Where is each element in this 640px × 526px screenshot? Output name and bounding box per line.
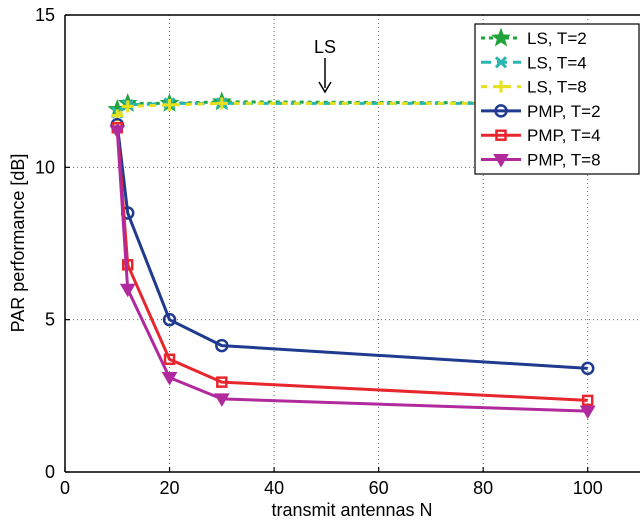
triangle-down-marker bbox=[119, 283, 136, 298]
legend-item: PMP, T=4 bbox=[481, 126, 601, 145]
y-tick-label: 15 bbox=[35, 5, 55, 25]
legend-item: LS, T=8 bbox=[481, 78, 587, 97]
series-line bbox=[115, 124, 588, 370]
legend-item: PMP, T=8 bbox=[481, 151, 601, 170]
legend-label: PMP, T=4 bbox=[527, 126, 601, 145]
annotation: LS bbox=[314, 37, 336, 94]
legend-box bbox=[474, 23, 640, 175]
series bbox=[111, 97, 594, 122]
y-tick-label: 10 bbox=[35, 157, 55, 177]
plus-marker bbox=[121, 100, 134, 113]
square-marker bbox=[495, 129, 507, 141]
x-marker bbox=[494, 56, 508, 69]
square-marker bbox=[216, 376, 228, 388]
circle-marker bbox=[162, 312, 177, 327]
x-tick-label: 20 bbox=[160, 478, 180, 498]
circle-marker bbox=[494, 104, 508, 118]
triangle-down-marker bbox=[213, 393, 230, 407]
x-tick-label: 100 bbox=[573, 478, 603, 498]
y-tick-label: 5 bbox=[45, 310, 55, 330]
annotation-arrow-head bbox=[318, 81, 332, 94]
triangle-down-marker bbox=[109, 125, 126, 139]
legend: LS, T=2 LS, T=4 LS, T=8 PMP, T=2 PMP, T=4 PMP… bbox=[474, 23, 640, 175]
triangle-down-marker bbox=[579, 405, 596, 420]
legend-item: LS, T=4 bbox=[481, 53, 587, 72]
square-marker bbox=[581, 394, 594, 407]
annotation-label: LS bbox=[314, 37, 336, 57]
legend-label: LS, T=8 bbox=[527, 78, 587, 97]
axes bbox=[64, 14, 640, 473]
triangle-down-marker bbox=[161, 372, 178, 386]
circle-marker bbox=[580, 361, 595, 376]
y-axis-label: PAR performance [dB] bbox=[8, 154, 28, 333]
y-tick-label: 0 bbox=[45, 462, 55, 482]
circle-marker bbox=[215, 338, 229, 353]
series-line bbox=[116, 101, 588, 117]
x-tick-label: 60 bbox=[369, 478, 389, 498]
plus-marker bbox=[163, 98, 176, 111]
star-marker bbox=[491, 27, 511, 47]
triangle-down-marker bbox=[493, 154, 509, 168]
plus-marker bbox=[495, 80, 507, 93]
x-tick-label: 40 bbox=[264, 478, 284, 498]
legend-item: LS, T=2 bbox=[481, 27, 587, 48]
x-axis-label: transmit antennas N bbox=[271, 500, 432, 520]
legend-label: LS, T=2 bbox=[527, 29, 587, 48]
series bbox=[109, 125, 596, 420]
legend-item: PMP, T=2 bbox=[481, 102, 601, 121]
square-marker bbox=[163, 353, 176, 366]
x-tick-label: 0 bbox=[60, 478, 70, 498]
ticks: 0 20 40 60 80 100 0 5 10 15 bbox=[35, 5, 603, 498]
legend-label: PMP, T=2 bbox=[527, 102, 601, 121]
plus-marker bbox=[215, 97, 228, 110]
legend-label: LS, T=4 bbox=[527, 53, 587, 72]
x-tick-label: 80 bbox=[473, 478, 493, 498]
legend-label: PMP, T=8 bbox=[527, 151, 601, 170]
